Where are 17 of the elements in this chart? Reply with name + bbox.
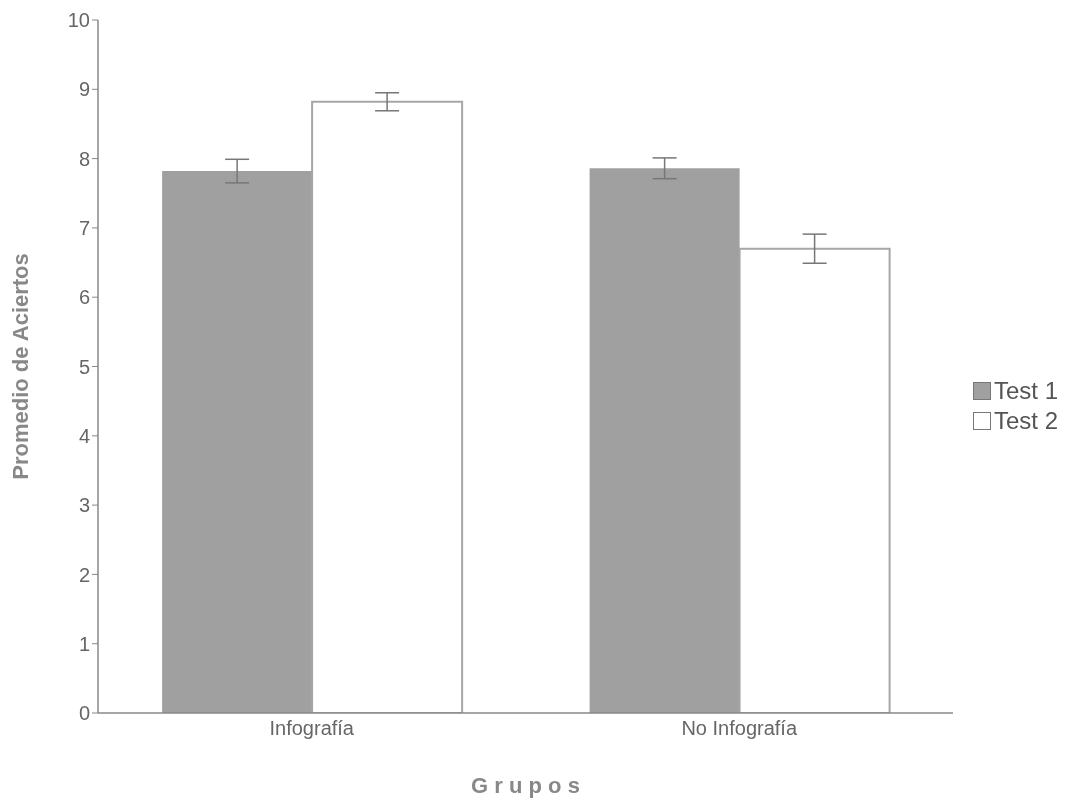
y-tick-label: 5	[78, 355, 90, 378]
y-axis-title: Promedio de Aciertos	[7, 253, 33, 480]
y-tick-label: 1	[78, 632, 90, 655]
x-axis-title: G r u p o s	[471, 773, 580, 798]
text: Test 2	[993, 405, 1058, 436]
y-tick-label: 2	[78, 563, 90, 586]
y-tick-label: 3	[78, 494, 90, 517]
y-tick-label: 0	[78, 702, 90, 725]
x-tick-label: No Infografía	[681, 717, 798, 740]
y-tick-label: 9	[78, 78, 90, 101]
y-tick-label: 6	[78, 286, 90, 309]
x-tick-label: Infografía	[269, 717, 355, 740]
y-tick-label: 4	[78, 424, 90, 447]
legend-label: Test 1	[993, 375, 1058, 406]
y-tick-label: 7	[78, 217, 90, 239]
y-tick-label: 8	[78, 147, 90, 170]
y-tick-label: 10	[67, 9, 90, 32]
